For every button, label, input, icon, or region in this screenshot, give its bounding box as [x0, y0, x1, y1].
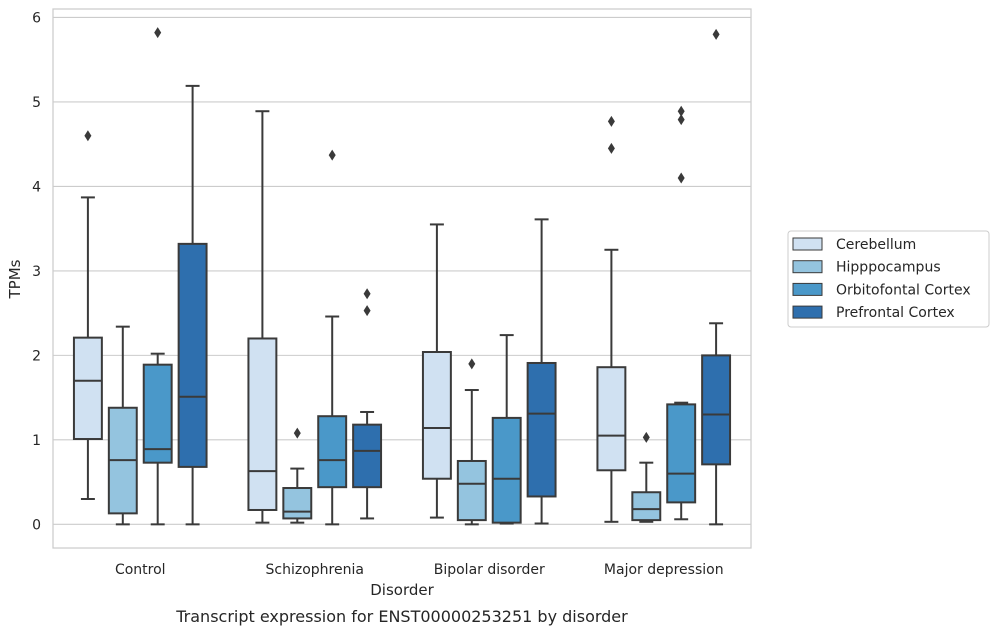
outlier-point — [607, 115, 615, 127]
y-tick-label: 6 — [32, 10, 41, 26]
box-body — [72, 336, 103, 441]
box-groups — [72, 27, 732, 526]
box-1-0 — [247, 110, 278, 524]
outlier-point — [293, 427, 301, 439]
legend-swatch — [792, 282, 823, 296]
box-body — [177, 242, 208, 468]
box-2-1 — [456, 358, 487, 526]
box-2-2 — [491, 334, 522, 525]
legend-item: Prefrontal Cortex — [792, 305, 955, 321]
legend-swatch — [792, 237, 823, 251]
box-body — [317, 415, 348, 489]
legend-frame — [787, 230, 990, 328]
outlier-point — [677, 114, 685, 126]
box-body — [247, 337, 278, 511]
legend-label: Hipppocampus — [836, 260, 941, 276]
y-tick-label: 2 — [32, 348, 41, 364]
box-0-3 — [177, 84, 208, 526]
outlier-point — [677, 172, 685, 184]
box-1-2 — [317, 149, 348, 526]
y-tick-label: 1 — [32, 433, 41, 449]
outlier-point — [363, 305, 371, 317]
y-tick-label: 5 — [32, 95, 41, 111]
box-3-1 — [631, 431, 662, 523]
box-3-2 — [666, 105, 697, 521]
x-tick-label: Bipolar disorder — [434, 562, 545, 578]
box-1-1 — [282, 427, 313, 524]
y-axis-title: TPMs — [6, 259, 24, 299]
box-1-3 — [352, 288, 383, 520]
x-axis-ticks: Control Schizophrenia Bipolar disorder Majo… — [115, 562, 724, 578]
plot-frame — [52, 8, 752, 549]
x-tick-label: Major depression — [604, 562, 724, 578]
x-axis-title: Disorder — [370, 581, 434, 599]
outlier-point — [328, 149, 336, 161]
outlier-point — [642, 431, 650, 443]
box-body — [456, 459, 487, 522]
legend-swatch — [792, 305, 823, 319]
box-0-1 — [107, 325, 138, 526]
outlier-point — [84, 130, 92, 142]
figure-caption: Transcript expression for ENST0000025325… — [175, 607, 628, 626]
box-2-3 — [526, 218, 557, 525]
outlier-point — [712, 28, 720, 40]
y-axis-ticks: 0 1 2 3 4 5 6 — [32, 10, 41, 533]
box-body — [491, 416, 522, 524]
box-3-0 — [596, 115, 627, 523]
box-0-2 — [142, 27, 173, 526]
legend-item: Cerebellum — [792, 237, 916, 253]
y-tick-label: 3 — [32, 264, 41, 280]
box-body — [631, 491, 662, 522]
y-tick-label: 4 — [32, 179, 41, 195]
box-body — [282, 487, 313, 520]
legend-label: Cerebellum — [836, 237, 916, 253]
box-2-0 — [421, 223, 452, 519]
legend-item: Orbitofontal Cortex — [792, 282, 971, 298]
legend-item: Hipppocampus — [792, 260, 941, 276]
legend-swatch — [792, 260, 823, 274]
box-3-3 — [701, 28, 732, 526]
box-body — [526, 361, 557, 498]
box-body — [142, 363, 173, 464]
outlier-point — [363, 288, 371, 300]
box-body — [666, 403, 697, 504]
box-0-0 — [72, 130, 103, 500]
outlier-point — [154, 27, 162, 39]
legend: Cerebellum Hipppocampus Orbitofontal Corte… — [787, 230, 990, 328]
x-tick-label: Schizophrenia — [266, 562, 364, 578]
box-body — [421, 351, 452, 480]
outlier-point — [677, 105, 685, 117]
legend-label: Orbitofontal Cortex — [836, 282, 971, 298]
y-tick-label: 0 — [32, 517, 41, 533]
box-body — [701, 354, 732, 466]
box-body — [352, 423, 383, 489]
legend-label: Prefrontal Cortex — [836, 305, 955, 321]
x-tick-label: Control — [115, 562, 166, 578]
box-body — [596, 366, 627, 472]
outlier-point — [607, 142, 615, 154]
outlier-point — [468, 358, 476, 370]
